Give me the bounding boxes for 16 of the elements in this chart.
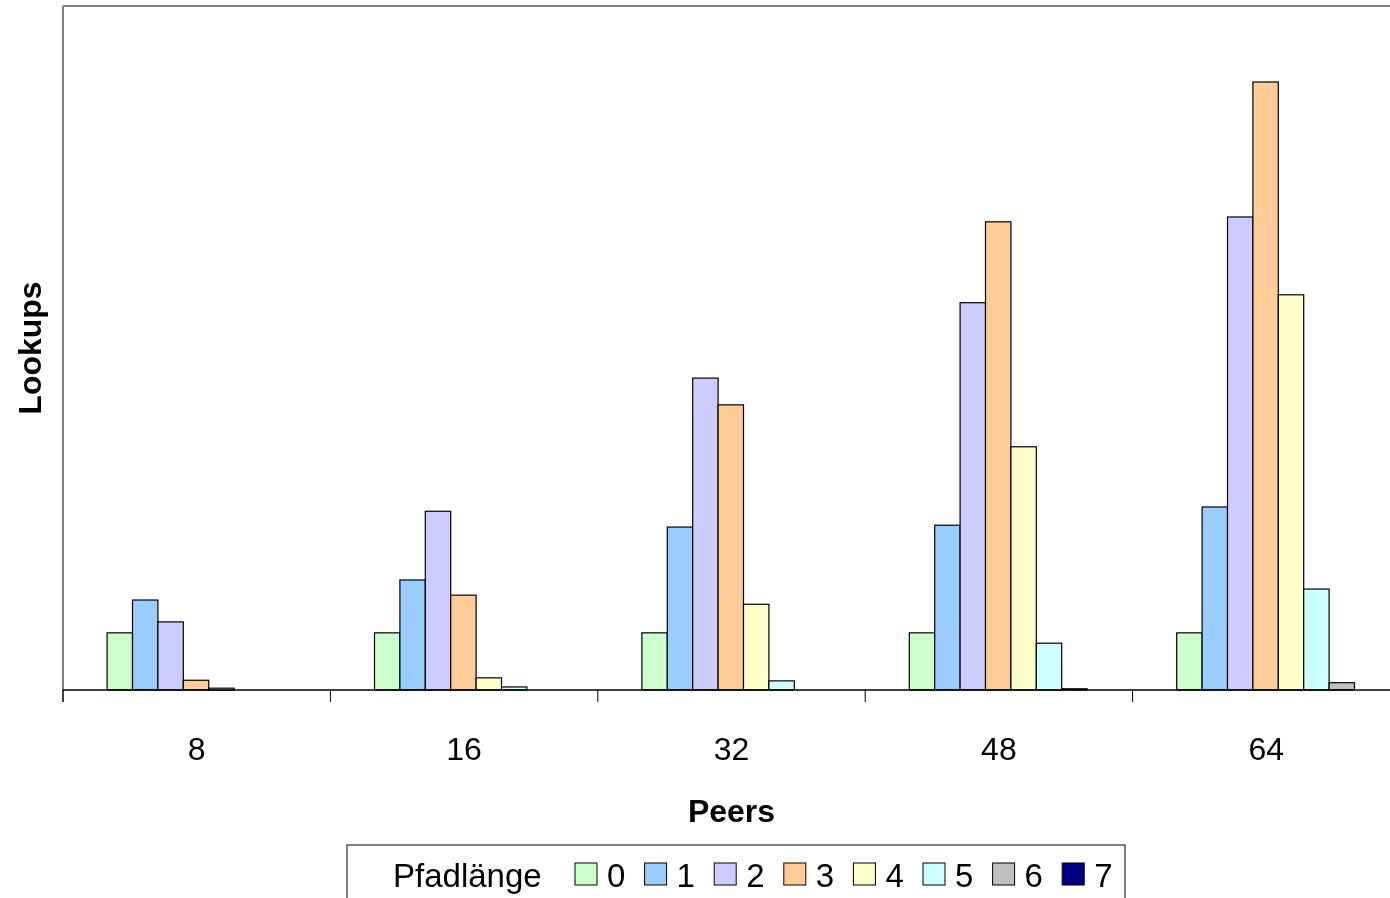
y-axis-title: Lookups xyxy=(12,281,48,415)
legend-label: 7 xyxy=(1094,857,1113,894)
legend-label: 0 xyxy=(607,857,626,894)
x-tick-label: 32 xyxy=(713,731,750,767)
x-tick-label: 8 xyxy=(187,731,206,767)
x-tick-label: 64 xyxy=(1248,731,1285,767)
legend-title: Pfadlänge xyxy=(393,857,542,894)
legend-label: 2 xyxy=(746,857,765,894)
x-axis-title: Peers xyxy=(687,793,776,829)
x-tick-label: 16 xyxy=(446,731,482,767)
legend-label: 5 xyxy=(955,857,974,894)
legend-label: 3 xyxy=(815,857,835,894)
x-tick-label: 48 xyxy=(981,731,1017,767)
legend-label: 4 xyxy=(885,857,904,894)
legend-label: 1 xyxy=(676,857,695,894)
legend-label: 6 xyxy=(1024,857,1043,894)
